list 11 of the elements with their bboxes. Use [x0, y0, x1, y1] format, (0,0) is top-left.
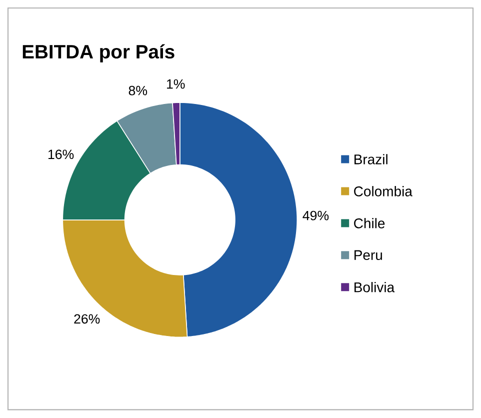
legend-label: Chile	[354, 218, 385, 228]
data-label: 16%	[48, 150, 74, 160]
legend-label: Brazil	[354, 154, 388, 165]
data-label: 26%	[74, 314, 100, 324]
data-label: 49%	[302, 211, 329, 220]
chart-title: EBITDA por País	[22, 44, 174, 63]
data-label: 1%	[167, 79, 185, 89]
legend-label: Bolivia	[354, 282, 395, 292]
data-label: 8%	[128, 86, 148, 96]
legend-label: Peru	[354, 250, 382, 260]
legend-label: Colombia	[354, 186, 412, 196]
